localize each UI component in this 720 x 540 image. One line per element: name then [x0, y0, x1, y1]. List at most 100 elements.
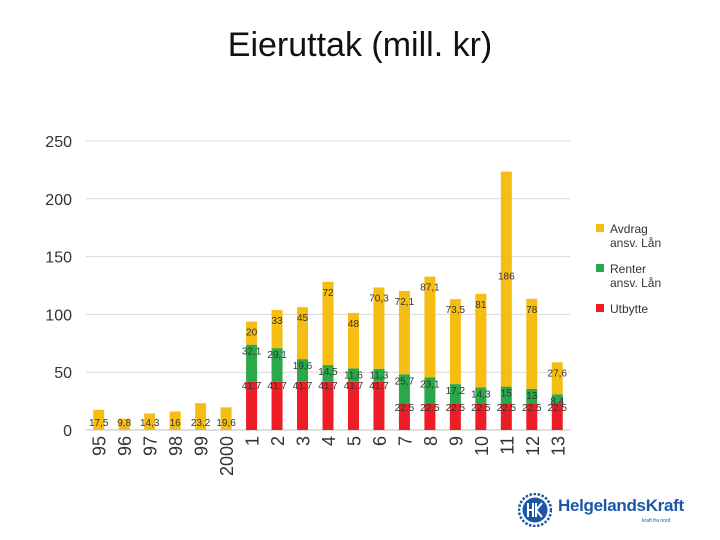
y-tick-label: 50	[54, 365, 72, 382]
bar-avdrag-3	[297, 307, 309, 360]
bar-avdrag-7	[398, 290, 410, 375]
data-label: 33	[271, 316, 283, 327]
data-label: 41.7	[369, 381, 389, 392]
data-label: 14,3	[471, 389, 491, 400]
y-tick-label: 200	[45, 192, 72, 209]
data-label: 22.5	[548, 403, 568, 414]
chart-legend: Avdrag ansv. Lån Renter ansv. Lån Utbytt…	[596, 222, 706, 328]
data-label: 17,2	[446, 386, 466, 397]
data-label: 72,1	[395, 297, 415, 308]
bar-renter-6	[373, 368, 385, 382]
legend-swatch-renter	[596, 264, 604, 272]
data-label: 19,6	[216, 418, 236, 429]
bar-utbytte-4	[322, 381, 334, 430]
bar-avdrag-96	[118, 418, 130, 430]
bar-avdrag-98	[169, 411, 181, 430]
x-tick-label: 96	[115, 436, 135, 456]
bar-avdrag-9	[449, 299, 461, 385]
legend-label-utbytte-line1: Utbytte	[610, 302, 649, 316]
data-label: 78	[526, 305, 538, 316]
data-label: 22.5	[471, 403, 491, 414]
bar-renter-10	[475, 387, 487, 404]
x-tick-label: 2000	[217, 436, 237, 476]
bar-utbytte-5	[347, 381, 359, 430]
data-label: 22.5	[395, 403, 415, 414]
data-label: 9,8	[117, 418, 131, 429]
legend-item-renter: Renter ansv. Lån	[596, 262, 706, 290]
x-tick-label: 1	[243, 436, 263, 446]
x-tick-label: 98	[166, 436, 186, 456]
bar-renter-2	[271, 348, 283, 382]
bar-avdrag-11	[500, 171, 512, 387]
x-tick-label: 8	[421, 436, 441, 446]
x-tick-label: 10	[472, 436, 492, 456]
bar-avdrag-1	[246, 321, 258, 345]
y-tick-label: 250	[45, 134, 72, 151]
bar-renter-7	[398, 374, 410, 404]
bar-avdrag-2	[271, 310, 283, 349]
x-tick-label: 2	[268, 436, 288, 446]
bar-utbytte-13	[551, 403, 563, 430]
bar-utbytte-3	[297, 381, 309, 430]
y-tick-label: 100	[45, 307, 72, 324]
legend-label-avdrag-line1: Avdrag	[610, 222, 648, 236]
helgelandskraft-logo: HelgelandsKraft kraft fra nord	[518, 491, 708, 531]
bar-utbytte-10	[475, 403, 487, 430]
bar-utbytte-12	[526, 403, 538, 430]
data-label: 14,3	[140, 418, 160, 429]
data-label: 22.5	[446, 403, 466, 414]
data-label: 72	[322, 288, 334, 299]
legend-label-renter-line1: Renter	[610, 262, 647, 276]
logo-tagline: kraft fra nord	[642, 518, 671, 524]
x-tick-label: 97	[141, 436, 161, 456]
data-label: 23,2	[191, 418, 211, 429]
data-label: 73,5	[446, 305, 466, 316]
data-label: 81	[475, 300, 487, 311]
bar-utbytte-11	[500, 403, 512, 430]
data-label: 29,1	[267, 350, 287, 361]
bar-renter-1	[246, 344, 258, 382]
x-tick-label: 95	[90, 436, 110, 456]
bar-utbytte-8	[424, 403, 436, 430]
slide-title: Eieruttak (mill. kr)	[227, 26, 493, 64]
legend-item-utbytte: Utbytte	[596, 302, 706, 316]
x-tick-label: 13	[548, 436, 568, 456]
legend-swatch-utbytte	[596, 304, 604, 312]
data-label: 87,1	[420, 283, 440, 294]
data-label: 25,7	[395, 376, 415, 387]
bar-utbytte-1	[246, 381, 258, 430]
data-label: 41.7	[293, 381, 313, 392]
bar-avdrag-8	[424, 276, 436, 378]
data-label: 14,5	[318, 367, 338, 378]
data-label: 70,3	[369, 293, 389, 304]
x-tick-label: 9	[446, 436, 466, 446]
data-label: 41.7	[242, 381, 262, 392]
data-label: 15	[501, 389, 513, 400]
data-label: 186	[498, 272, 515, 283]
data-label: 22.5	[420, 403, 440, 414]
bar-avdrag-10	[475, 293, 487, 388]
x-tick-label: 7	[395, 436, 415, 446]
bar-avdrag-5	[347, 312, 359, 369]
x-tick-label: 99	[192, 436, 212, 456]
data-label: 41.7	[318, 381, 338, 392]
bar-renter-4	[322, 365, 334, 382]
legend-item-avdrag: Avdrag ansv. Lån	[596, 222, 706, 250]
y-tick-label: 0	[63, 423, 72, 440]
bar-renter-12	[526, 388, 538, 404]
y-tick-label: 150	[45, 250, 72, 267]
bar-utbytte-7	[398, 403, 410, 430]
bar-avdrag-13	[551, 362, 563, 395]
data-label: 27,6	[548, 368, 568, 379]
logo-wordmark: HelgelandsKraft	[558, 496, 684, 515]
data-label: 20	[246, 328, 258, 339]
data-label: 19,6	[293, 361, 313, 372]
bar-utbytte-9	[449, 403, 461, 430]
bar-renter-13	[551, 394, 563, 404]
data-label: 23,1	[420, 379, 440, 390]
x-tick-label: 12	[523, 436, 543, 456]
x-tick-label: 5	[344, 436, 364, 446]
bar-avdrag-95	[93, 409, 105, 430]
legend-label-avdrag-line2: ansv. Lån	[610, 236, 662, 250]
